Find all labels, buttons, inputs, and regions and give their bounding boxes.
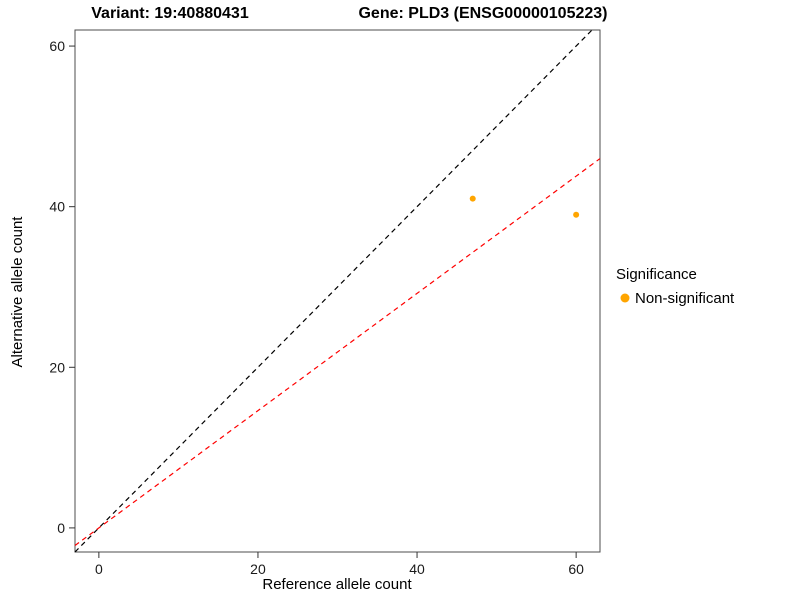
x-axis: 0 20 40 60 bbox=[95, 552, 584, 577]
x-tick-label: 60 bbox=[568, 561, 584, 577]
data-points bbox=[469, 195, 580, 218]
x-tick-label: 0 bbox=[95, 561, 103, 577]
legend: Significance Non-significant bbox=[616, 266, 735, 307]
data-point bbox=[573, 211, 580, 218]
x-tick-label: 40 bbox=[409, 561, 425, 577]
legend-item-label: Non-significant bbox=[635, 290, 735, 307]
plot-title-gene: Gene: PLD3 (ENSG00000105223) bbox=[358, 5, 607, 22]
plot-title-variant: Variant: 19:40880431 bbox=[91, 5, 249, 22]
y-tick-label: 20 bbox=[49, 359, 65, 375]
reference-lines bbox=[74, 29, 601, 553]
y-axis: 0 20 40 60 bbox=[49, 38, 75, 536]
expected-ratio-line bbox=[74, 158, 601, 546]
plot-panel bbox=[74, 29, 601, 553]
legend-key-dot bbox=[620, 293, 630, 303]
y-axis-title: Alternative allele count bbox=[9, 216, 26, 368]
y-tick-label: 0 bbox=[57, 520, 65, 536]
y-tick-label: 60 bbox=[49, 38, 65, 54]
legend-items: Non-significant bbox=[620, 290, 735, 307]
x-axis-title: Reference allele count bbox=[262, 576, 412, 593]
legend-title: Significance bbox=[616, 266, 697, 283]
y-tick-label: 40 bbox=[49, 199, 65, 215]
identity-line bbox=[74, 29, 593, 553]
x-tick-label: 20 bbox=[250, 561, 266, 577]
data-point bbox=[469, 195, 476, 202]
